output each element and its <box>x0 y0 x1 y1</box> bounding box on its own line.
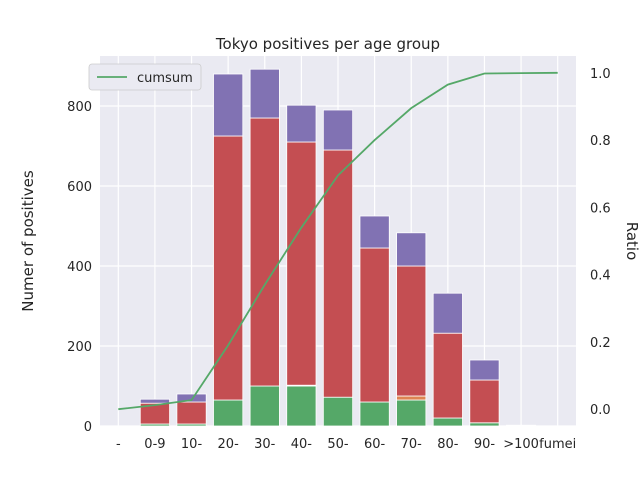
chart-title: Tokyo positives per age group <box>215 35 440 53</box>
bar-segment <box>286 385 317 427</box>
bar-segment <box>322 149 354 398</box>
y-ticks: 0 200 400 600 800 <box>67 100 92 435</box>
x-tick-label: 50- <box>327 437 349 452</box>
bar-segment <box>396 399 427 427</box>
bars <box>139 68 537 427</box>
x-tick-label: 20- <box>218 437 240 452</box>
bar-segment <box>176 393 207 403</box>
y2-axis-label: Ratio <box>623 222 640 261</box>
x-tick-label: 70- <box>401 437 423 452</box>
bar-segment <box>506 424 537 427</box>
y2-ticks: 0.0 0.2 0.4 0.6 0.8 1.0 <box>590 67 611 418</box>
x-tick-label: >100 <box>503 437 539 452</box>
y2-tick-label: 0.6 <box>590 201 611 216</box>
y2-tick-label: 0.8 <box>590 134 611 149</box>
bar-segment <box>432 417 463 427</box>
legend: cumsum <box>88 63 202 91</box>
bar-segment <box>432 292 463 334</box>
legend-label: cumsum <box>137 71 193 86</box>
bar-segment <box>213 399 244 427</box>
x-tick-label: 90- <box>474 437 496 452</box>
bar-segment <box>396 395 427 401</box>
bar-segment <box>286 104 317 143</box>
bar-segment <box>359 215 390 249</box>
cumsum-line <box>118 71 558 411</box>
x-tick-label: 30- <box>254 437 276 452</box>
x-tick-label: - <box>116 437 121 452</box>
x-tick-label: 10- <box>181 437 203 452</box>
bar-segment <box>359 247 390 403</box>
bar-segment <box>322 396 354 427</box>
y-tick-label: 0 <box>84 420 92 435</box>
bar-segment <box>322 109 354 151</box>
y2-tick-label: 0.4 <box>590 269 611 284</box>
bar-segment <box>469 379 500 424</box>
y-tick-label: 600 <box>67 180 92 195</box>
bar-segment <box>213 73 244 137</box>
bar-segment <box>249 385 280 427</box>
x-tick-label: fumei <box>539 437 576 452</box>
bar-segment <box>213 135 244 401</box>
bar-segment <box>396 232 427 267</box>
bar-segment <box>249 68 280 119</box>
y2-tick-label: 1.0 <box>590 67 611 82</box>
bar-segment <box>359 401 390 427</box>
y-tick-label: 400 <box>67 260 92 275</box>
bar-segment <box>469 359 500 381</box>
bar-segment <box>249 117 280 387</box>
y-axis-label: Numer of positives <box>19 170 37 312</box>
y-tick-label: 200 <box>67 340 92 355</box>
bar-segment <box>139 398 170 404</box>
x-tick-label: 0-9 <box>144 437 165 452</box>
cumsum-line-group <box>118 71 558 411</box>
y2-tick-label: 0.2 <box>590 336 611 351</box>
bar-segment <box>432 332 463 419</box>
bar-segment <box>176 401 207 425</box>
bar-segment <box>396 265 427 397</box>
y2-tick-label: 0.0 <box>590 403 611 418</box>
legend-box <box>88 63 202 91</box>
x-tick-label: 40- <box>291 437 313 452</box>
y-tick-label: 800 <box>67 100 92 115</box>
x-ticks: - 0-9 10- 20- 30- 40- 50- 60- 70- 80- 90- >100 fumei <box>116 437 576 452</box>
bar-segment <box>469 422 500 427</box>
x-tick-label: 80- <box>437 437 459 452</box>
x-tick-label: 60- <box>364 437 386 452</box>
bar-segment <box>286 141 317 386</box>
